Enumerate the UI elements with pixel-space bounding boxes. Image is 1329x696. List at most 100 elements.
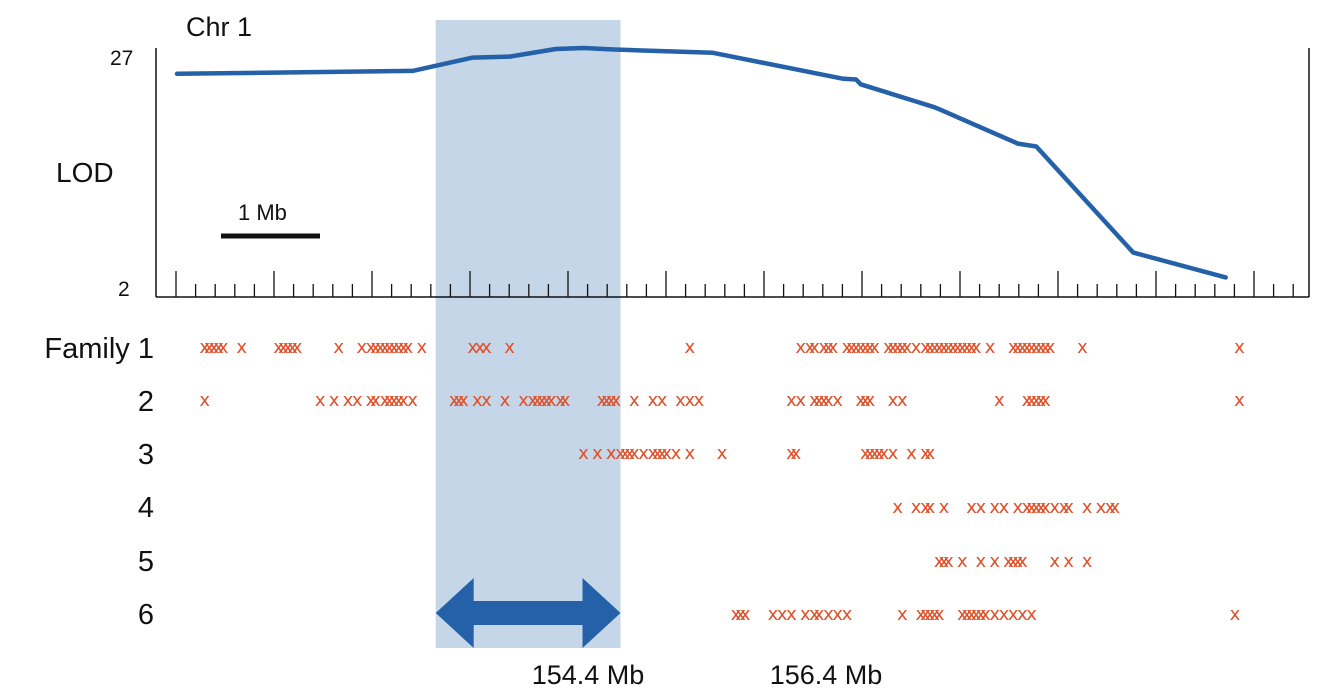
genotype-marker: x	[786, 443, 797, 464]
genotype-marker: x	[1040, 497, 1051, 518]
genotype-marker: x	[1040, 337, 1051, 358]
genotype-marker: x	[481, 390, 492, 411]
genotype-marker: x	[209, 337, 220, 358]
genotype-marker: x	[855, 337, 866, 358]
genotype-marker: x	[860, 390, 871, 411]
genotype-marker: x	[823, 337, 834, 358]
genotype-marker: x	[795, 390, 806, 411]
genotype-marker: x	[384, 337, 395, 358]
genotype-marker: x	[920, 443, 931, 464]
genotype-marker: x	[1022, 497, 1033, 518]
genotype-marker: x	[925, 337, 936, 358]
genotype-marker: x	[1049, 551, 1060, 572]
genotype-marker: x	[1026, 604, 1037, 625]
genotype-marker: x	[957, 337, 968, 358]
genotype-marker: x	[999, 497, 1010, 518]
genotype-marker: x	[606, 443, 617, 464]
genotype-marker: x	[1008, 551, 1019, 572]
genotype-marker: x	[370, 337, 381, 358]
interval-start-label: 154.4 Mb	[532, 660, 645, 690]
genotype-marker: x	[860, 337, 871, 358]
genotype-marker: x	[620, 443, 631, 464]
genotype-marker: x	[403, 337, 414, 358]
genotype-marker: x	[809, 390, 820, 411]
genotype-marker: x	[333, 337, 344, 358]
x-axis-ticks	[175, 271, 1294, 297]
genotype-marker: x	[989, 497, 1000, 518]
genotype-marker: x	[777, 604, 788, 625]
genotype-marker: x	[888, 337, 899, 358]
genotype-marker: x	[606, 390, 617, 411]
genotype-marker: x	[735, 604, 746, 625]
genotype-marker: x	[943, 337, 954, 358]
genotype-marker: x	[925, 497, 936, 518]
genotype-marker: x	[657, 390, 668, 411]
genotype-marker: x	[929, 337, 940, 358]
genotype-marker: x	[393, 337, 404, 358]
genotype-marker: x	[1036, 390, 1047, 411]
genotype-marker: x	[366, 390, 377, 411]
genotype-marker: x	[449, 390, 460, 411]
genotype-marker: x	[966, 604, 977, 625]
highlight-interval-band	[435, 20, 621, 648]
genotype-marker: x	[883, 337, 894, 358]
genotype-marker: x	[1109, 497, 1120, 518]
genotype-marker: x	[999, 604, 1010, 625]
genotype-marker: x	[1031, 390, 1042, 411]
genotype-marker: x	[842, 604, 853, 625]
genotype-marker: x	[934, 551, 945, 572]
genotype-marker: x	[1017, 604, 1028, 625]
genotype-marker: x	[1234, 390, 1245, 411]
genotype-marker: x	[832, 390, 843, 411]
genotype-marker: x	[865, 390, 876, 411]
genotype-marker: x	[1031, 337, 1042, 358]
genotype-marker: x	[407, 390, 418, 411]
genotype-marker: x	[920, 337, 931, 358]
genotype-marker: x	[915, 604, 926, 625]
genotype-marker: x	[287, 337, 298, 358]
genotype-marker: x	[1234, 337, 1245, 358]
genotype-marker: x	[897, 604, 908, 625]
genotype-marker: x	[1022, 390, 1033, 411]
genotype-marker: x	[768, 604, 779, 625]
genotype-marker: x	[560, 390, 571, 411]
genotype-marker: x	[934, 604, 945, 625]
genotype-marker: x	[860, 443, 871, 464]
genotype-marker: x	[638, 443, 649, 464]
genotype-marker: x	[578, 443, 589, 464]
genotype-marker: x	[1082, 497, 1093, 518]
genotype-marker: x	[1017, 551, 1028, 572]
genotype-marker: x	[948, 337, 959, 358]
genotype-marker: x	[1036, 497, 1047, 518]
genotype-marker: x	[865, 337, 876, 358]
genotype-marker: x	[661, 443, 672, 464]
genotype-marker: x	[601, 390, 612, 411]
genotype-marker: x	[717, 443, 728, 464]
genotype-marker: x	[832, 604, 843, 625]
genotype-marker: x	[1063, 551, 1074, 572]
genotype-marker: x	[278, 337, 289, 358]
genotype-marker: x	[985, 337, 996, 358]
genotype-marker: x	[389, 390, 400, 411]
y-tick-label-bottom: 2	[118, 278, 130, 301]
genotype-marker: x	[624, 443, 635, 464]
genotype-marker: x	[458, 390, 469, 411]
genotype-marker: x	[975, 551, 986, 572]
genotype-marker: x	[920, 604, 931, 625]
genotype-marker: x	[199, 390, 210, 411]
genotype-marker: x	[855, 390, 866, 411]
genotype-marker: x	[273, 337, 284, 358]
genotype-marker: x	[994, 390, 1005, 411]
genotype-marker: x	[1003, 551, 1014, 572]
genotype-marker: x	[204, 337, 215, 358]
interval-double-arrow	[435, 578, 621, 648]
genotype-marker: x	[1012, 337, 1023, 358]
genotype-marker: x	[343, 390, 354, 411]
genotype-marker: x	[911, 497, 922, 518]
genotype-marker: x	[1040, 390, 1051, 411]
genotype-marker: x	[740, 604, 751, 625]
genotype-marker: x	[906, 443, 917, 464]
genotype-marker: x	[1026, 390, 1037, 411]
genotype-marker: x	[975, 497, 986, 518]
genotype-marker: x	[541, 390, 552, 411]
